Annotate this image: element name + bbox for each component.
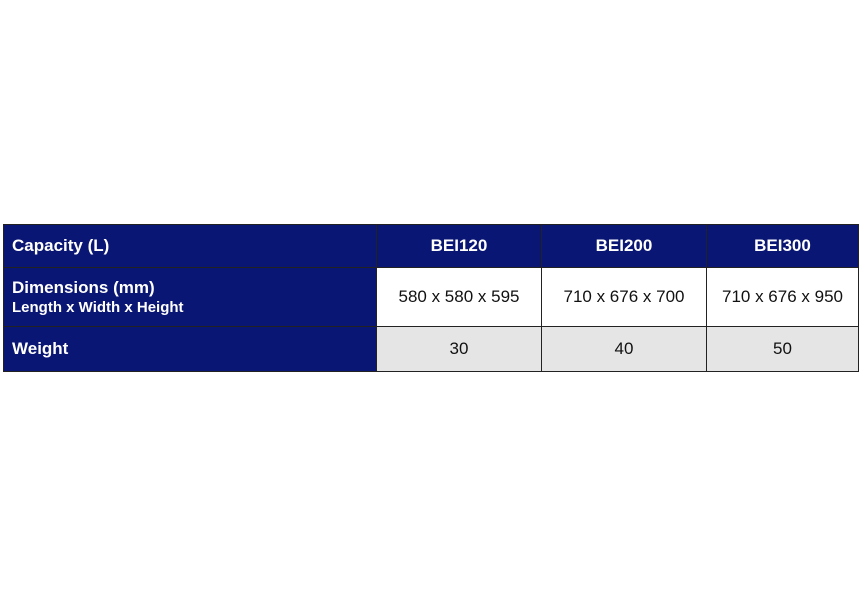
header-row: Capacity (L) BEI120 BEI200 BEI300 [3,224,859,268]
cell: 40 [541,326,707,372]
table-row: Dimensions (mm) Length x Width x Height … [3,267,859,327]
cell: 50 [706,326,859,372]
capacity-header: Capacity (L) [3,224,377,268]
cell: 580 x 580 x 595 [376,267,542,327]
model-header: BEI120 [376,224,542,268]
row-label: Dimensions (mm) Length x Width x Height [3,267,377,327]
cell: 710 x 676 x 950 [706,267,859,327]
weight-label: Weight [3,326,377,372]
specs-table: Capacity (L) BEI120 BEI200 BEI300 Dimens… [3,224,859,372]
table-row: Weight 30 40 50 [3,326,859,372]
dimensions-label: Dimensions (mm) [12,278,155,297]
cell: 710 x 676 x 700 [541,267,707,327]
dimensions-sublabel: Length x Width x Height [12,299,184,316]
model-header: BEI300 [706,224,859,268]
cell: 30 [376,326,542,372]
model-header: BEI200 [541,224,707,268]
